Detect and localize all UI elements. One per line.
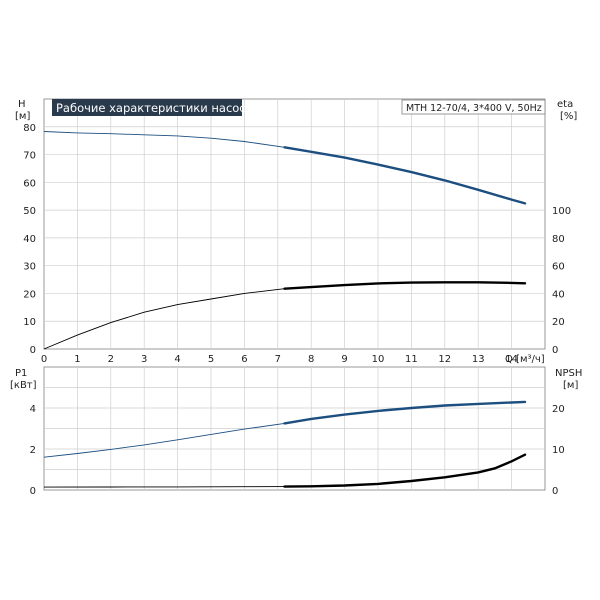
chart-title: Рабочие характеристики насоса: [56, 101, 253, 115]
h-tick-label: 30: [23, 262, 36, 273]
efficiency-curve-extended: [43, 288, 285, 350]
bottom-curves: [43, 400, 527, 488]
npsh-tick-label: 0: [552, 486, 558, 497]
x-tick-label: 2: [108, 354, 114, 365]
pump-info-background: [401, 99, 546, 115]
eta-axis-name: eta: [557, 99, 573, 110]
x-tick-label: 11: [405, 354, 418, 365]
h-axis-name: H: [18, 99, 26, 110]
pump-info-box: MTH 12-70/4, 3*400 V, 50Hz: [401, 99, 546, 115]
chart-title-background: [52, 99, 242, 116]
h-tick-label: 20: [23, 289, 36, 300]
x-tick-label: 8: [308, 354, 314, 365]
power-curve-operating: [283, 400, 527, 425]
x-tick-label: 5: [208, 354, 214, 365]
plot-frame: [43, 98, 546, 350]
pump-info-text: MTH 12-70/4, 3*400 V, 50Hz: [406, 103, 542, 114]
npsh-curve-operating: [283, 453, 527, 488]
x-tick-label: 9: [341, 354, 347, 365]
top-curves: [43, 131, 527, 350]
p1-axis-unit: [кВт]: [10, 380, 37, 391]
h-tick-label: 10: [23, 317, 36, 328]
head-curve-extended: [43, 131, 285, 148]
eta-tick-label: 20: [552, 317, 565, 328]
chart-title-box: Рабочие характеристики насоса: [52, 99, 253, 116]
p1-axis-name: P1: [15, 368, 27, 379]
h-tick-label: 0: [30, 345, 36, 356]
x-tick-label: 7: [275, 354, 281, 365]
p1-tick-label: 4: [30, 404, 36, 415]
p1-tick-label: 2: [30, 445, 36, 456]
eta-axis-unit: [%]: [560, 111, 577, 122]
h-tick-label: 50: [23, 206, 36, 217]
bottom-grid: [43, 366, 546, 491]
x-tick-label: 13: [472, 354, 485, 365]
npsh-curve-extended: [43, 486, 285, 488]
efficiency-curve-operating: [283, 281, 527, 290]
npsh-tick-label: 20: [552, 404, 565, 415]
x-tick-label: 1: [74, 354, 80, 365]
h-tick-label: 80: [23, 123, 36, 134]
h-tick-label: 60: [23, 178, 36, 189]
x-tick-label: 3: [141, 354, 147, 365]
top-grid: [43, 98, 546, 350]
x-tick-label: 12: [438, 354, 451, 365]
h-axis-unit: [м]: [15, 111, 30, 122]
head-curve-operating: [283, 146, 527, 205]
p1-tick-label: 0: [30, 486, 36, 497]
eta-tick-label: 80: [552, 234, 565, 245]
q-axis-label: Q [м³/ч]: [505, 354, 545, 365]
x-tick-label: 14: [505, 354, 518, 365]
npsh-tick-label: 10: [552, 445, 565, 456]
x-tick-label: 0: [41, 354, 47, 365]
npsh-axis-unit: [м]: [563, 380, 578, 391]
eta-tick-label: 60: [552, 262, 565, 273]
npsh-axis-name: NPSH: [555, 368, 582, 379]
h-tick-label: 40: [23, 234, 36, 245]
x-tick-label: 10: [372, 354, 385, 365]
eta-tick-label: 0: [552, 345, 558, 356]
power-curve-extended: [43, 422, 285, 458]
x-tick-label: 6: [241, 354, 247, 365]
x-tick-label: 4: [174, 354, 180, 365]
eta-tick-label: 40: [552, 289, 565, 300]
eta-tick-label: 100: [552, 206, 571, 217]
h-tick-label: 70: [23, 151, 36, 162]
tick-labels: 0 1 2 3 4 5 6 7 8 9 10 11 12 13 1401020304050607080020…: [23, 123, 571, 497]
